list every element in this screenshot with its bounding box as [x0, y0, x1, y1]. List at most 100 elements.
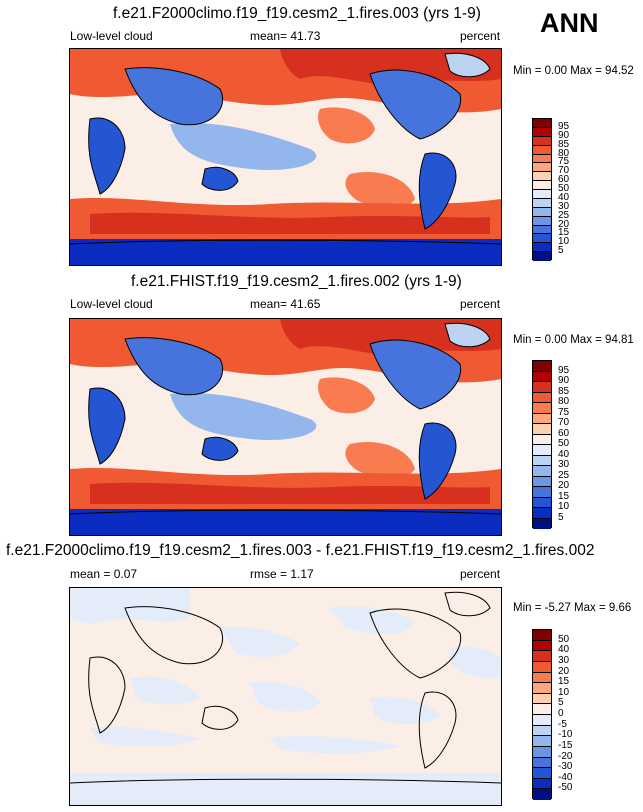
panel-3-rmse-label: rmse = 1.17 [250, 567, 314, 581]
colorbar-segment [533, 630, 551, 641]
colorbar-tick-label: 80 [558, 396, 570, 407]
colorbar-tick-label: 95 [558, 364, 570, 376]
colorbar-tick-label: 70 [558, 165, 570, 177]
colorbar-segment [533, 225, 551, 235]
colorbar-segment [533, 434, 551, 445]
southern-ocean-core [90, 482, 490, 504]
colorbar-tick-label: 90 [558, 375, 570, 386]
colorbar-tick-label: 85 [558, 385, 570, 397]
panel-3-mean-label: mean = 0.07 [70, 567, 138, 581]
land-asia [125, 337, 223, 395]
colorbar-tick-label: 50 [558, 183, 570, 194]
panel-1-map-svg [70, 49, 501, 265]
panel-3-map [69, 587, 502, 806]
land-north-america [370, 340, 461, 409]
colorbar-segment [533, 145, 551, 155]
colorbar-segment [533, 455, 551, 466]
panel-3-map-svg [70, 588, 501, 805]
colorbar-segment [533, 119, 551, 128]
land-australia [202, 437, 238, 461]
colorbar-segment [533, 651, 551, 662]
colorbar-tick-label: -10 [558, 729, 573, 741]
subtropic-cloud-se-pacific [345, 171, 415, 209]
coastlines [70, 322, 501, 515]
colorbar-tick-label: 20 [558, 218, 570, 230]
colorbar-segment [533, 704, 551, 715]
colorbar-tick-label: 30 [558, 459, 570, 470]
land-africa [88, 118, 125, 194]
colorbar-segment [533, 757, 551, 769]
colorbar-tick-label: 25 [558, 469, 570, 481]
colorbar-segment [533, 413, 551, 424]
colorbar-segment [533, 693, 551, 705]
colorbar-segment [533, 445, 551, 456]
tropics-low-band [170, 393, 317, 440]
panel-2-map [69, 318, 502, 536]
colorbar-segment [533, 216, 551, 226]
colorbar-tick-label: 75 [558, 156, 570, 168]
panel-1-units-label: percent [460, 29, 501, 43]
colorbar-tick-label: 0 [558, 708, 564, 719]
colorbar-tick-label: 25 [558, 209, 570, 221]
panel-3-title: f.e21.F2000climo.f19_f19.cesm2_1.fires.0… [6, 542, 595, 559]
panel-2-mean-label: mean= 41.65 [250, 297, 321, 311]
colorbar-segment [533, 487, 551, 498]
colorbar-segment [533, 768, 551, 779]
colorbar-tick-label: 95 [558, 120, 570, 132]
subtropic-cloud-ne-pacific [318, 107, 375, 144]
colorbar-tick-label: -20 [558, 750, 573, 762]
colorbar-segment [533, 778, 551, 790]
colorbar-tick-label: -50 [558, 782, 573, 794]
colorbar-segment [533, 243, 551, 253]
colorbar-tick-label: -15 [558, 739, 573, 751]
colorbar-tick-label: 5 [558, 511, 564, 523]
colorbar-segment [533, 207, 551, 217]
colorbar-segment [533, 198, 551, 208]
panel-2-colorbar [532, 360, 552, 529]
panel-2-title: f.e21.FHIST.f19_f19.cesm2_1.fires.002 (y… [131, 273, 462, 290]
colorbar-tick-label: 10 [558, 686, 570, 698]
coastlines [70, 52, 501, 245]
colorbar-tick-label: 20 [558, 480, 570, 491]
antarctica-low [70, 509, 501, 535]
colorbar-tick-label: -40 [558, 771, 573, 783]
colorbar-tick-label: 70 [558, 417, 570, 428]
colorbar-segment [533, 683, 551, 694]
panel-2-minmax: Min = 0.00 Max = 94.81 [513, 334, 634, 346]
colorbar-tick-label: 50 [558, 438, 570, 449]
colorbar-tick-label: 5 [558, 245, 564, 257]
colorbar-segment [533, 382, 551, 393]
colorbar-tick-label: 30 [558, 200, 570, 212]
colorbar-tick-label: 80 [558, 147, 570, 159]
colorbar-tick-label: 60 [558, 174, 570, 186]
colorbar-segment [533, 163, 551, 173]
colorbar-segment [533, 725, 551, 737]
colorbar-segment [533, 466, 551, 477]
land-north-america [370, 70, 461, 139]
colorbar-tick-label: 5 [558, 697, 564, 709]
panel-1-mean-label: mean= 41.73 [250, 29, 321, 43]
panel-1-variable-label: Low-level cloud [70, 29, 153, 43]
colorbar-tick-label: 30 [558, 654, 570, 666]
colorbar-segment [533, 136, 551, 146]
panel-3-units-label: percent [460, 567, 501, 581]
diff-negative-patches [70, 588, 501, 805]
colorbar-tick-label: 15 [558, 676, 570, 688]
colorbar-segment [533, 190, 551, 199]
colorbar-segment [533, 476, 551, 487]
colorbar-tick-label: 15 [558, 227, 570, 239]
colorbar-segment [533, 371, 551, 382]
colorbar-segment [533, 640, 551, 652]
panel-1-minmax: Min = 0.00 Max = 94.52 [513, 65, 634, 77]
land-south-america [419, 153, 456, 229]
land-asia [125, 67, 223, 125]
colorbar-segment [533, 181, 551, 190]
land-greenland [445, 323, 490, 347]
land-south-america [419, 423, 456, 499]
colorbar-segment [533, 361, 551, 372]
colorbar-tick-label: -5 [558, 718, 567, 730]
colorbar-segment [533, 661, 551, 673]
panel-1-title: f.e21.F2000climo.f19_f19.cesm2_1.fires.0… [113, 5, 481, 22]
colorbar-segment [533, 424, 551, 435]
colorbar-segment [533, 234, 551, 244]
